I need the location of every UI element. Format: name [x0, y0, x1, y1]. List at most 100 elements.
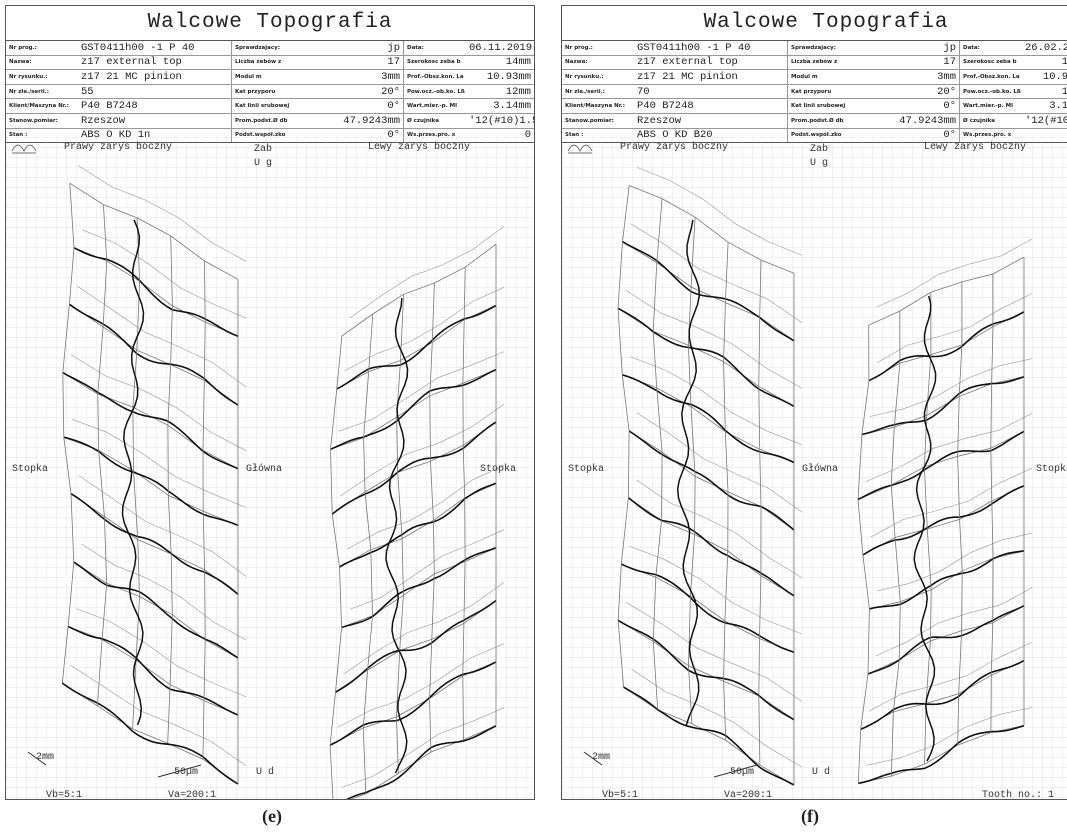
header-cell: Sprawdzajacy:jp — [232, 41, 404, 55]
header-cell: Wart.mier.-p. Ml3.14mm — [404, 99, 534, 113]
report-title: Walcowe Topografia — [6, 6, 534, 41]
field-value: 10.93mm — [1025, 71, 1067, 83]
header-row: Nr zle./serii.:55Kat przyporu20° Pow.ocz.… — [6, 85, 534, 100]
header-row: Nazwa:z17 external topLiczba zebów z17Sz… — [6, 56, 534, 71]
header-cell: Stanow.pomiar:Rzeszow — [6, 114, 232, 128]
header-cell: Nazwa:z17 external top — [562, 56, 788, 70]
header-cell: Klient/Maszyna Nr.:P40 B7248 — [6, 99, 232, 113]
plot-label: U g — [254, 158, 272, 169]
field-value: 3.14mm — [469, 100, 531, 112]
field-value: z17 21 MC pinion — [71, 71, 228, 83]
field-value: 20° — [313, 86, 400, 98]
field-label: Sprawdzajacy: — [235, 45, 313, 51]
plot-label: Stopka — [1036, 463, 1067, 475]
header-cell: Nr zle./serii.:55 — [6, 85, 232, 99]
field-value: '12(#10)1.5mm — [1025, 115, 1067, 127]
header-row: Nazwa:z17 external topLiczba zebów z17 Sz… — [562, 56, 1067, 71]
field-label: Nazwa: — [565, 59, 627, 65]
field-label: Prof.-Obsz.kon. La — [963, 74, 1025, 80]
field-label: Liczba zebów z — [791, 59, 869, 65]
topography-plot: Prawy zarys bocznyZabU gLewy zarys boczn… — [6, 137, 534, 799]
figure-caption: (f) — [780, 806, 840, 827]
header-row: Klient/Maszyna Nr.:P40 B7248Kat linii sr… — [6, 99, 534, 114]
header-row: Stanow.pomiar:RzeszowProm.podst.Ø db47.9… — [562, 114, 1067, 129]
field-value: GST0411h00 -1 P 40 — [71, 42, 228, 54]
field-label: Kat przyporu — [235, 89, 313, 95]
field-label: Prof.-Obsz.kon. La — [407, 74, 469, 80]
header-cell: Kat linii srubowej0° — [788, 99, 960, 113]
field-label: Prom.podst.Ø db — [235, 118, 313, 124]
field-value: 26.02.2020 12:5 — [1025, 42, 1067, 54]
header-row: Nr rysunku.:z17 21 MC pinionModul m3mmPr… — [6, 70, 534, 85]
field-label: Stanow.pomiar: — [9, 118, 71, 124]
report-title: Walcowe Topografia — [562, 6, 1067, 41]
plot-label: 50µm — [174, 767, 198, 778]
header-cell: Wart.mier.-p. Ml3.14mm — [960, 99, 1067, 113]
header-cell: Stanow.pomiar:Rzeszow — [562, 114, 788, 128]
field-value: 3.14mm — [1025, 100, 1067, 112]
field-label: Ø czujnika — [963, 118, 1025, 124]
field-label: Nr rysunku.: — [565, 74, 627, 80]
header-row: Stanow.pomiar:RzeszowProm.podst.Ø db47.9… — [6, 114, 534, 129]
field-value: 14mm — [1025, 56, 1067, 68]
field-label: Liczba zebów z — [235, 59, 313, 65]
plot-label: Prawy zarys boczny — [620, 141, 728, 153]
report-sheet: Walcowe TopografiaNr prog.:GST0411h00 -1… — [5, 5, 535, 800]
header-cell: Prof.-Obsz.kon. La10.93mm — [960, 70, 1067, 84]
field-value: 47.9243mm — [869, 115, 956, 127]
header-cell: Data:26.02.2020 12:5 — [960, 41, 1067, 55]
field-value: 06.11.2019-13:58 — [469, 42, 534, 54]
plot-label: Stopka — [480, 463, 516, 475]
field-value: 20° — [869, 86, 956, 98]
header-row: Nr rysunku.:z17 21 MC pinionModul m3mmPr… — [562, 70, 1067, 85]
field-value: P40 B7248 — [71, 100, 228, 112]
header-cell: Ø czujnika'12(#10)1.5mm — [404, 114, 534, 128]
field-value: 12mm — [469, 86, 531, 98]
figure-panel: Walcowe TopografiaNr prog.:GST0411h00 -1… — [5, 5, 537, 805]
field-label: Klient/Maszyna Nr.: — [565, 103, 627, 109]
field-label: Szerokosc zeba b — [963, 59, 1025, 65]
header-cell: Klient/Maszyna Nr.:P40 B7248 — [562, 99, 788, 113]
plot-label: 2mm — [592, 752, 610, 763]
field-label: Nr zle./serii.: — [565, 89, 627, 95]
field-value: 17 — [869, 56, 956, 68]
plot-label: Vb=5:1 — [602, 789, 638, 799]
field-label: Modul m — [791, 74, 869, 80]
field-label: Data: — [963, 45, 1025, 51]
header-row: Nr prog.:GST0411h00 -1 P 40Sprawdzajacy:… — [6, 41, 534, 56]
field-value: 12mm — [1025, 86, 1067, 98]
header-cell: Prom.podst.Ø db47.9243mm — [232, 114, 404, 128]
plot-label: Lewy zarys boczny — [924, 141, 1026, 153]
field-value: 0° — [313, 100, 400, 112]
field-label: Kat przyporu — [791, 89, 869, 95]
header-cell: Liczba zebów z17 — [232, 56, 404, 70]
field-value: 70 — [627, 86, 784, 98]
field-value: z17 external top — [71, 56, 228, 68]
field-label: Kat linii srubowej — [791, 103, 869, 109]
field-value: 14mm — [469, 56, 531, 68]
field-value: 3mm — [869, 71, 956, 83]
figure-caption: (e) — [242, 806, 302, 827]
field-label: Szerokosc zeba b — [407, 59, 469, 65]
plot-label: Prawy zarys boczny — [64, 141, 172, 153]
plot-label: 50µm — [730, 767, 754, 778]
plot-label: 2mm — [36, 752, 54, 763]
header-cell: Kat przyporu20° — [788, 85, 960, 99]
field-value: 47.9243mm — [313, 115, 400, 127]
header-table: Nr prog.:GST0411h00 -1 P 40Sprawdzajacy:… — [562, 41, 1067, 143]
plot-label: Stopka — [568, 463, 604, 475]
header-cell: Nr rysunku.:z17 21 MC pinion — [562, 70, 788, 84]
field-label: Nr prog.: — [565, 45, 627, 51]
plot-label: Tooth no.: 1 — [982, 789, 1054, 799]
field-label: Wart.mier.-p. Ml — [963, 103, 1025, 109]
field-value: 55 — [71, 86, 228, 98]
field-value: z17 21 MC pinion — [627, 71, 784, 83]
header-cell: Ø czujnika'12(#10)1.5mm — [960, 114, 1067, 128]
plot-label: Va=200:1 — [724, 790, 772, 799]
header-cell: Nr rysunku.:z17 21 MC pinion — [6, 70, 232, 84]
